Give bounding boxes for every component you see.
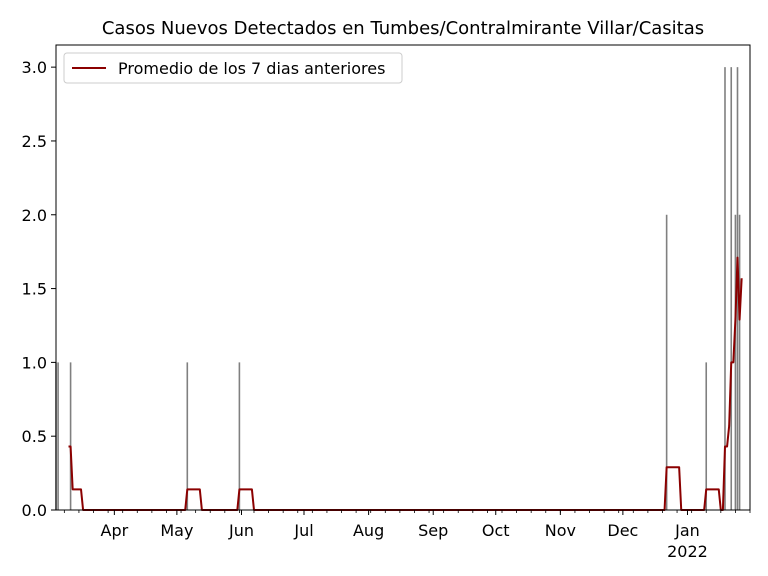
- y-tick-label-2: 1.0: [22, 353, 47, 372]
- x-tick-label-7: Nov: [545, 521, 576, 540]
- bar-11: [738, 214, 741, 510]
- bar-3: [186, 362, 189, 510]
- x-tick-label-1: May: [160, 521, 193, 540]
- legend: Promedio de los 7 dias anteriores: [63, 52, 403, 84]
- x-tick-sublabel-9: 2022: [667, 542, 708, 561]
- x-tick-label-4: Aug: [353, 521, 384, 540]
- x-tick-label-6: Oct: [482, 521, 510, 540]
- bar-9: [734, 214, 737, 510]
- y-tick-label-3: 1.5: [22, 280, 47, 299]
- chart-title: Casos Nuevos Detectados en Tumbes/Contra…: [102, 18, 704, 39]
- x-tick-label-5: Sep: [418, 521, 448, 540]
- x-tick-label-9: Jan: [674, 521, 700, 540]
- bar-2: [69, 362, 72, 510]
- y-tick-label-0: 0.0: [22, 501, 47, 520]
- y-axis: 0.0 0.5 1.0 1.5 2.0 2.5 3.0: [22, 58, 56, 520]
- y-tick-label-6: 3.0: [22, 58, 47, 77]
- y-tick-label-5: 2.5: [22, 132, 47, 151]
- plot-frame: [55, 44, 751, 511]
- x-tick-label-0: Apr: [101, 521, 129, 540]
- y-tick-label-1: 0.5: [22, 427, 47, 446]
- bar-5: [665, 214, 668, 510]
- legend-box: [63, 52, 403, 84]
- bar-4: [238, 362, 241, 510]
- bar-8: [730, 67, 733, 510]
- bar-1: [57, 362, 59, 510]
- bar-10: [736, 67, 739, 510]
- y-tick-label-4: 2.0: [22, 206, 47, 225]
- x-tick-label-8: Dec: [607, 521, 638, 540]
- x-tick-label-3: Jul: [293, 521, 313, 540]
- bars-layer: [55, 67, 741, 510]
- bar-7: [724, 67, 726, 510]
- x-tick-label-2: Jun: [228, 521, 254, 540]
- x-axis: Apr May Jun Jul Aug Sep Oct Nov Dec Jan 2022: [63, 510, 751, 561]
- legend-label: Promedio de los 7 dias anteriores: [118, 59, 385, 78]
- bar-6: [705, 362, 708, 510]
